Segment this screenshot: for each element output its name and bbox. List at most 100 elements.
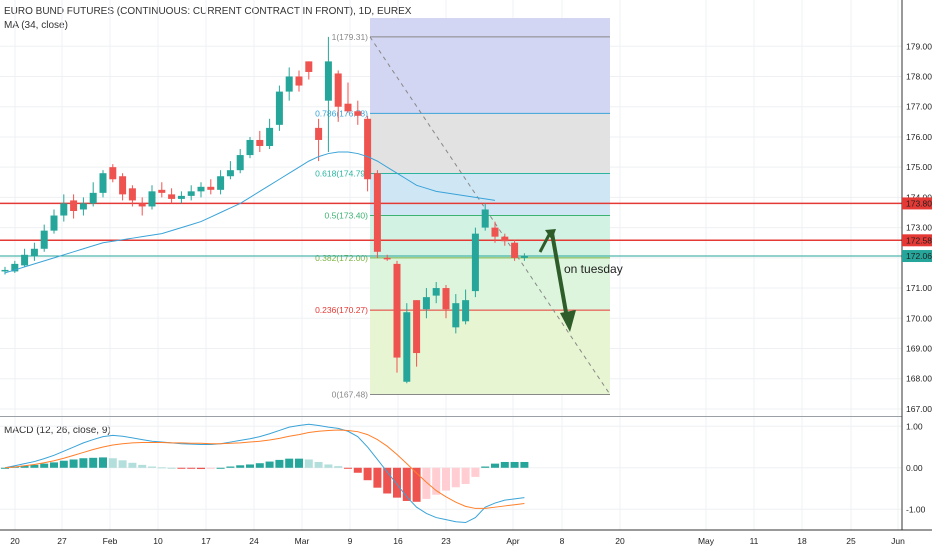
candle-body xyxy=(148,191,156,207)
time-tick-label: Feb xyxy=(103,536,118,546)
time-tick-label: 25 xyxy=(846,536,856,546)
candle-body xyxy=(217,176,225,190)
candle-body xyxy=(511,242,519,258)
candle-body xyxy=(305,61,313,72)
macd-histogram-bar xyxy=(471,467,480,477)
candle-body xyxy=(177,195,185,199)
price-tick-label: 179.00 xyxy=(906,41,932,51)
candle-body xyxy=(354,111,362,116)
candle-body xyxy=(256,139,264,147)
candle-body xyxy=(128,188,136,201)
fib-zone xyxy=(370,113,610,174)
candle-body xyxy=(168,194,176,199)
price-tick-label: 167.00 xyxy=(906,404,932,414)
up-arrow-line xyxy=(538,232,552,253)
candle-body xyxy=(491,227,499,237)
macd-panel xyxy=(1,423,529,524)
macd-histogram-bar xyxy=(363,467,372,481)
macd-histogram-bar xyxy=(79,458,88,468)
candle-body xyxy=(236,155,244,171)
macd-histogram-bar xyxy=(334,466,343,468)
macd-histogram-bar xyxy=(510,461,519,468)
candle-body xyxy=(89,192,97,204)
macd-histogram-bar xyxy=(265,461,274,468)
macd-histogram-bar xyxy=(20,465,29,468)
candle-body xyxy=(324,61,332,101)
macd-histogram-bar xyxy=(246,464,254,468)
fib-zone xyxy=(370,36,610,114)
time-tick-label: 8 xyxy=(560,536,565,546)
time-tick-label: 11 xyxy=(750,536,759,546)
macd-histogram-bar xyxy=(275,459,284,468)
macd-histogram-bar xyxy=(216,467,225,469)
price-badge xyxy=(902,250,932,263)
macd-histogram-bar xyxy=(177,467,186,469)
candle-body xyxy=(138,203,146,207)
macd-histogram-bar xyxy=(295,458,303,468)
time-tick-label: Apr xyxy=(506,536,519,546)
candle-body xyxy=(403,312,411,382)
macd-histogram-bar xyxy=(304,459,313,468)
macd-histogram-bar xyxy=(206,467,215,469)
time-tick-label: 9 xyxy=(348,536,353,546)
macd-histogram-bar xyxy=(422,467,431,499)
projection-arrows xyxy=(538,229,576,332)
price-tick-label: 175.00 xyxy=(906,162,932,172)
candle-body xyxy=(413,300,421,354)
ma-legend: MA (34, close) xyxy=(4,20,68,31)
macd-histogram-bar xyxy=(108,458,117,468)
fib-zone-top xyxy=(370,18,610,37)
price-badge xyxy=(902,234,932,247)
candle-body xyxy=(60,203,68,216)
price-badge xyxy=(902,197,932,210)
macd-histogram-bar xyxy=(432,467,441,495)
candle-body xyxy=(21,254,29,266)
down-arrow-head xyxy=(560,310,576,332)
time-tick-label: Mar xyxy=(295,536,310,546)
candle-body xyxy=(99,173,107,193)
fib-zone xyxy=(370,257,610,311)
price-tick-label: 169.00 xyxy=(906,344,932,354)
candle-body xyxy=(422,297,430,310)
candle-body xyxy=(285,76,293,92)
macd-histogram-bar xyxy=(451,467,460,488)
fib-level-label: 0.618(174.79) xyxy=(315,169,368,179)
macd-histogram-bar xyxy=(236,465,245,468)
fib-level-label: 0.786(176.78) xyxy=(315,108,368,118)
candle-body xyxy=(334,73,342,107)
candle-body xyxy=(109,167,117,180)
price-tick-label: 171.00 xyxy=(906,283,932,293)
candle-body xyxy=(30,248,38,257)
macd-histogram-bar xyxy=(353,467,362,473)
chart-title: EURO BUND FUTURES (CONTINUOUS: CURRENT C… xyxy=(4,6,412,17)
ma-line xyxy=(4,151,496,274)
price-tick-label: 174.00 xyxy=(906,192,932,202)
candle-body xyxy=(266,127,274,147)
macd-histogram-bar xyxy=(402,467,411,501)
macd-histogram-bar xyxy=(187,467,196,469)
candle-body xyxy=(295,76,303,86)
candle-body xyxy=(462,300,470,322)
price-tick-label: 178.00 xyxy=(906,71,932,81)
macd-histogram-bar xyxy=(69,459,78,468)
time-tick-label: 17 xyxy=(201,536,211,546)
fib-level-label: 1(179.31) xyxy=(332,32,369,42)
candle-body xyxy=(501,236,509,242)
candle-body xyxy=(11,263,19,272)
signal-line xyxy=(4,429,525,509)
fib-level-label: 0.5(173.40) xyxy=(325,211,369,221)
macd-histogram-bar xyxy=(148,466,156,468)
macd-histogram-bar xyxy=(285,458,294,468)
macd-histogram-bar xyxy=(442,467,450,491)
macd-legend: MACD (12, 26, close, 9) xyxy=(4,425,111,436)
macd-histogram-bar xyxy=(324,464,333,468)
time-tick-label: May xyxy=(698,536,715,546)
macd-histogram-bar xyxy=(138,464,147,468)
macd-histogram-bar xyxy=(491,463,499,468)
macd-histogram-bar xyxy=(481,466,490,468)
macd-histogram-bar xyxy=(393,467,401,498)
time-tick-label: 24 xyxy=(249,536,259,546)
macd-histogram-bar xyxy=(118,460,127,468)
